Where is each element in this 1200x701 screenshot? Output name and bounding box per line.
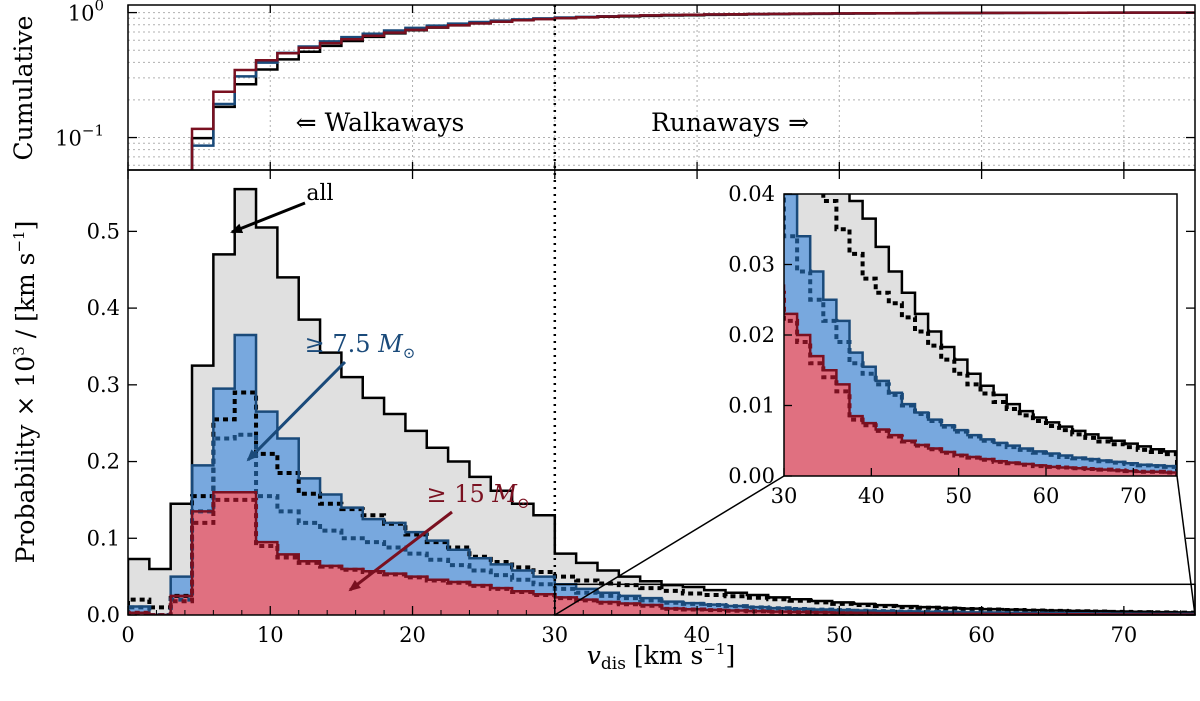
cumulative-curve-7p5 xyxy=(128,11,1195,170)
cumulative-ytick-label: 100 xyxy=(68,0,104,26)
main-frame xyxy=(127,169,1196,616)
main-xtick-label: 30 xyxy=(541,623,568,647)
zoom-connector-left xyxy=(554,475,785,616)
arrow-all xyxy=(230,201,306,234)
inset-xtick-label: 70 xyxy=(1120,484,1147,508)
main-ytick-label: 0.0 xyxy=(87,603,120,627)
main-xtick-label: 20 xyxy=(399,623,426,647)
main-line-all xyxy=(128,187,1195,615)
cumulative-ticks: 10−1 100 xyxy=(55,0,1195,170)
arrow-15 xyxy=(348,510,453,592)
cumulative-curve-15 xyxy=(128,11,1195,170)
x-axis-label: vdis [km s−1] xyxy=(587,640,735,674)
inset-ytick-label: 0.03 xyxy=(728,253,775,277)
inset-line-all xyxy=(848,194,1177,476)
inset-ticks: 30 40 50 60 70 0.00 0.01 0.02 0.03 0.04 xyxy=(728,182,1146,508)
main-ytick-label: 0.2 xyxy=(87,450,120,474)
inset-xtick-label: 60 xyxy=(1033,484,1060,508)
zoom-connector-right xyxy=(1176,475,1196,616)
inset-line-15 xyxy=(784,284,1177,476)
runaways-label: Runaways ⇒ xyxy=(651,108,809,137)
main-line-7p5 xyxy=(128,333,1195,615)
y-axis-label: Probability × 103 / [km s−1] xyxy=(10,221,40,564)
label-7p5: ≥ 7.5 M⊙ xyxy=(305,330,416,362)
inset-ytick-label: 0.00 xyxy=(728,464,775,488)
inset-fill-7p5 xyxy=(784,194,1177,476)
main-fills xyxy=(128,189,1195,615)
cumulative-curves xyxy=(128,11,1195,170)
inset-lines xyxy=(784,194,1177,476)
inset-xtick-label: 30 xyxy=(771,484,798,508)
main-fill-all xyxy=(128,189,1195,615)
main-xtick-label: 10 xyxy=(257,623,284,647)
arrow-7p5 xyxy=(246,360,347,462)
main-lines xyxy=(128,187,1195,615)
cumulative-curve-all xyxy=(128,11,1195,170)
cumulative-ylabel: Cumulative xyxy=(9,16,38,161)
inset-frame xyxy=(783,193,1178,477)
main-ytick-label: 0.4 xyxy=(87,296,120,320)
main-xtick-label: 40 xyxy=(684,623,711,647)
cumulative-grid xyxy=(128,5,1195,170)
label-all: all xyxy=(306,181,333,206)
inset-fills xyxy=(784,194,1177,476)
main-ticks: 0 10 20 30 40 50 60 70 0.0 0.1 0.2 0.3 0.4 0.5 xyxy=(87,170,1195,647)
main-panel: 0 10 20 30 40 50 60 70 0.0 0.1 0.2 0.3 0.4 0.5 vdis [… xyxy=(10,5,1196,674)
inset-line-7p5 xyxy=(784,194,1177,476)
inset-panel: 30 40 50 60 70 0.00 0.01 0.02 0.03 0.04 xyxy=(728,182,1178,508)
main-line-15 xyxy=(128,490,1195,615)
inset-ytick-label: 0.01 xyxy=(728,394,775,418)
main-fill-7p5 xyxy=(128,334,1195,615)
main-xtick-label: 0 xyxy=(121,623,134,647)
walkaways-label: ⇐ Walkaways xyxy=(296,108,465,137)
main-xtick-label: 50 xyxy=(826,623,853,647)
main-xtick-label: 70 xyxy=(1110,623,1137,647)
inset-fill-15 xyxy=(784,285,1177,476)
inset-xtick-label: 50 xyxy=(945,484,972,508)
main-ytick-label: 0.3 xyxy=(87,373,120,397)
label-15: ≥ 15 M⊙ xyxy=(426,480,529,512)
cumulative-panel: 10−1 100 Cumulative ⇐ Walkaways Runaways … xyxy=(9,0,1196,171)
inset-ytick-label: 0.02 xyxy=(728,323,775,347)
main-ytick-label: 0.5 xyxy=(87,219,120,243)
inset-ytick-label: 0.04 xyxy=(728,182,775,206)
main-fill-15 xyxy=(128,492,1195,615)
cumulative-frame xyxy=(127,4,1196,171)
inset-xtick-label: 40 xyxy=(858,484,885,508)
main-ytick-label: 0.1 xyxy=(87,526,120,550)
main-xtick-label: 60 xyxy=(968,623,995,647)
cumulative-ytick-label: 10−1 xyxy=(55,122,104,151)
